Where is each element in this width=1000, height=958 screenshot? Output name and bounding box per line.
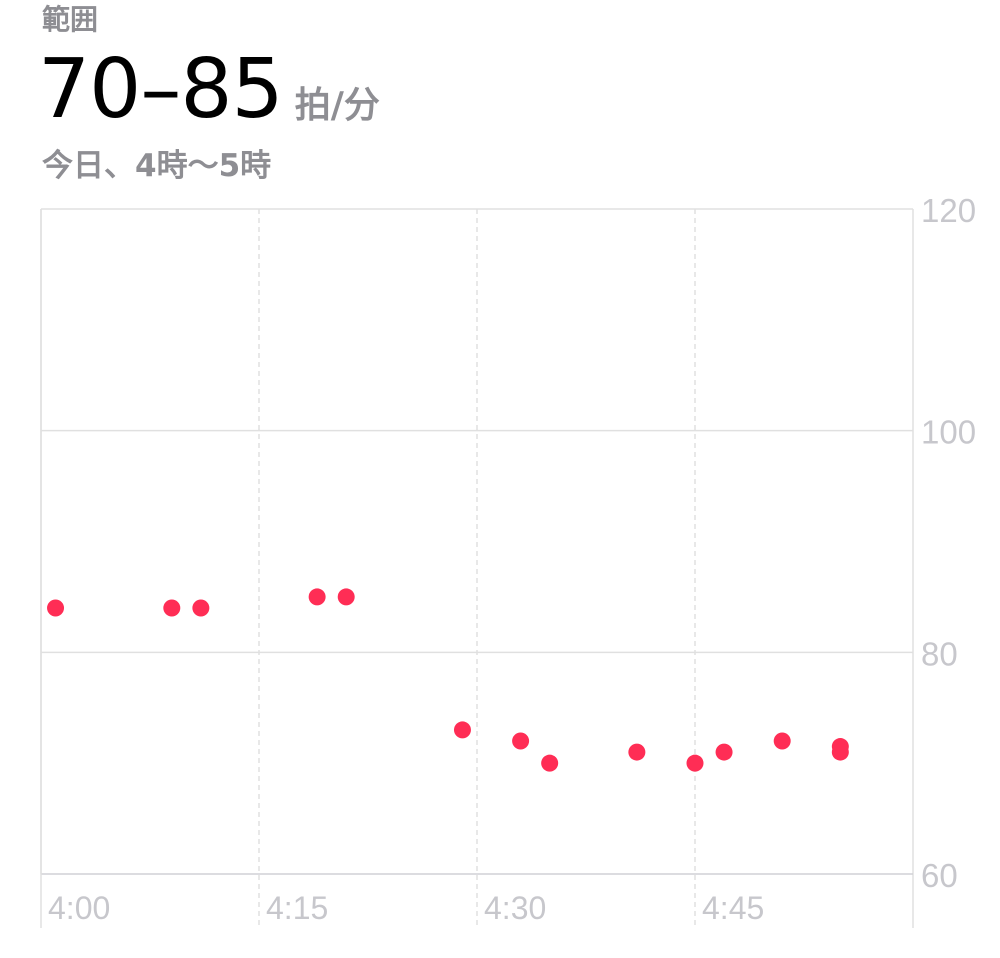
heart-rate-point[interactable] [512, 732, 530, 750]
range-value-row: 70–85 拍/分 [38, 46, 380, 134]
chart-points [47, 588, 849, 772]
chart-grid [40, 208, 914, 928]
range-unit: 拍/分 [294, 85, 380, 126]
range-value: 70–85 [38, 42, 284, 137]
x-tick-label: 4:45 [702, 890, 764, 926]
heart-rate-point[interactable] [715, 743, 733, 761]
heart-rate-point[interactable] [453, 721, 471, 739]
y-tick-label: 120 [921, 192, 976, 229]
date-range: 今日、4時〜5時 [42, 148, 272, 184]
heart-rate-point[interactable] [831, 743, 849, 761]
y-tick-label: 80 [921, 635, 958, 672]
x-tick-label: 4:15 [266, 890, 328, 926]
x-tick-label: 4:00 [48, 890, 110, 926]
x-tick-label: 4:30 [484, 890, 546, 926]
heart-rate-point[interactable] [686, 754, 704, 772]
heart-rate-point[interactable] [541, 754, 559, 772]
heart-rate-point[interactable] [163, 599, 181, 617]
heart-rate-point[interactable] [628, 743, 646, 761]
range-label: 範囲 [42, 3, 99, 36]
heart-rate-point[interactable] [337, 588, 355, 606]
heart-rate-point[interactable] [308, 588, 326, 606]
y-tick-label: 60 [921, 857, 958, 894]
heart-rate-point[interactable] [47, 599, 65, 617]
heart-rate-point[interactable] [192, 599, 210, 617]
y-axis-labels: 120 100 80 60 [921, 192, 976, 894]
y-tick-label: 100 [921, 414, 976, 451]
x-axis-labels: 4:00 4:15 4:30 4:45 [48, 890, 764, 926]
heart-rate-point[interactable] [773, 732, 791, 750]
